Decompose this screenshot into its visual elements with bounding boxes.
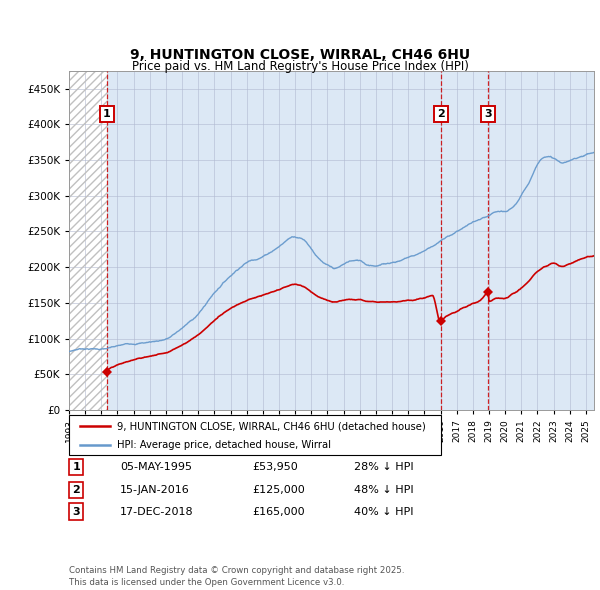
Text: £53,950: £53,950	[252, 463, 298, 472]
Text: 40% ↓ HPI: 40% ↓ HPI	[354, 507, 413, 516]
Text: 1: 1	[103, 109, 111, 119]
Text: £125,000: £125,000	[252, 485, 305, 494]
Text: 2: 2	[73, 485, 80, 494]
Text: HPI: Average price, detached house, Wirral: HPI: Average price, detached house, Wirr…	[118, 440, 331, 450]
Text: Contains HM Land Registry data © Crown copyright and database right 2025.
This d: Contains HM Land Registry data © Crown c…	[69, 566, 404, 587]
Text: 1: 1	[73, 463, 80, 472]
Text: 3: 3	[485, 109, 492, 119]
Bar	[69, 71, 107, 410]
Text: £165,000: £165,000	[252, 507, 305, 516]
Text: 28% ↓ HPI: 28% ↓ HPI	[354, 463, 413, 472]
Text: 48% ↓ HPI: 48% ↓ HPI	[354, 485, 413, 494]
FancyBboxPatch shape	[69, 415, 441, 455]
Bar	[69, 71, 107, 410]
Text: Price paid vs. HM Land Registry's House Price Index (HPI): Price paid vs. HM Land Registry's House …	[131, 60, 469, 73]
Text: 3: 3	[73, 507, 80, 516]
Text: 15-JAN-2016: 15-JAN-2016	[120, 485, 190, 494]
Text: 17-DEC-2018: 17-DEC-2018	[120, 507, 194, 516]
Text: 05-MAY-1995: 05-MAY-1995	[120, 463, 192, 472]
Text: 9, HUNTINGTON CLOSE, WIRRAL, CH46 6HU: 9, HUNTINGTON CLOSE, WIRRAL, CH46 6HU	[130, 48, 470, 62]
Text: 2: 2	[437, 109, 445, 119]
Text: 9, HUNTINGTON CLOSE, WIRRAL, CH46 6HU (detached house): 9, HUNTINGTON CLOSE, WIRRAL, CH46 6HU (d…	[118, 421, 426, 431]
